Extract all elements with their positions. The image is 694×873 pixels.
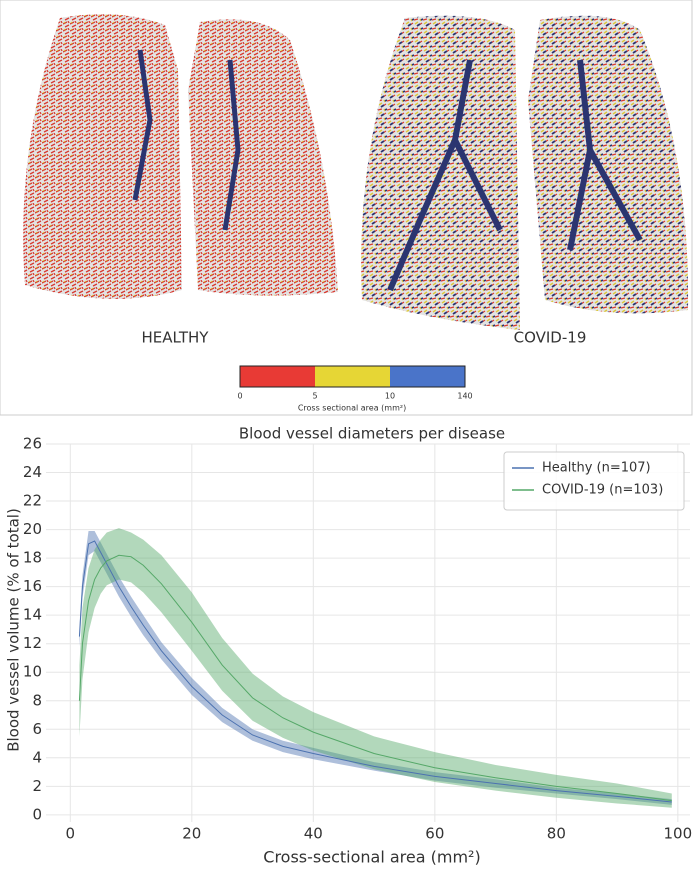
y-tick-label: 6 bbox=[32, 720, 42, 738]
colorbar-label: Cross sectional area (mm²) bbox=[298, 404, 406, 413]
group-label: HEALTHY bbox=[142, 329, 210, 347]
y-tick-label: 26 bbox=[23, 435, 42, 453]
vessel-tree bbox=[132, 49, 241, 231]
colorbar-segment bbox=[315, 366, 390, 387]
x-axis-label: Cross-sectional area (mm²) bbox=[263, 848, 480, 867]
group-label: COVID-19 bbox=[514, 329, 587, 347]
series-line bbox=[78, 540, 672, 803]
colorbar-tick-label: 0 bbox=[237, 392, 242, 401]
y-axis-label: Blood vessel volume (% of total) bbox=[5, 508, 23, 752]
y-tick-label: 12 bbox=[23, 634, 42, 652]
colorbar-tick-label: 5 bbox=[312, 392, 317, 401]
x-tick-label: 100 bbox=[664, 825, 693, 843]
y-tick-label: 0 bbox=[32, 805, 42, 823]
vessel-tree bbox=[387, 59, 643, 292]
confidence-band bbox=[79, 528, 672, 808]
colorbar-segment bbox=[240, 366, 315, 387]
legend-label: Healthy (n=107) bbox=[542, 461, 651, 476]
chart-title: Blood vessel diameters per disease bbox=[239, 425, 505, 443]
chart: Blood vessel diameters per disease Cross… bbox=[5, 425, 693, 867]
y-tick-label: 8 bbox=[32, 691, 42, 709]
y-tick-label: 24 bbox=[23, 463, 42, 481]
y-tick-label: 14 bbox=[23, 606, 42, 624]
vessel-tree bbox=[528, 15, 689, 314]
y-tick-label: 4 bbox=[32, 748, 42, 766]
colorbar: 0 5 10 140 bbox=[237, 365, 473, 401]
series-line bbox=[78, 554, 672, 802]
x-tick-label: 80 bbox=[547, 825, 566, 843]
y-tick-label: 10 bbox=[23, 663, 42, 681]
y-tick-label: 20 bbox=[23, 520, 42, 538]
x-tick-label: 20 bbox=[182, 825, 201, 843]
x-tick-label: 60 bbox=[425, 825, 444, 843]
legend-frame bbox=[503, 451, 685, 511]
x-tick-label: 40 bbox=[304, 825, 323, 843]
lung-renderings: HEALTHY COVID-19 0 5 10 140 Cross sectional… bbox=[0, 0, 693, 416]
y-tick-label: 18 bbox=[23, 549, 42, 567]
colorbar-frame bbox=[239, 365, 466, 388]
colorbar-segment bbox=[390, 366, 465, 387]
legend-label: COVID-19 (n=103) bbox=[542, 483, 663, 498]
colorbar-tick-label: 10 bbox=[385, 392, 395, 401]
legend: Healthy (n=107) COVID-19 (n=103) bbox=[503, 451, 685, 511]
x-tick-label: 0 bbox=[66, 825, 76, 843]
colorbar-tick-label: 140 bbox=[457, 392, 472, 401]
y-tick-label: 22 bbox=[23, 492, 42, 510]
vessel-tree bbox=[23, 14, 182, 299]
y-tick-label: 16 bbox=[23, 577, 42, 595]
y-tick-label: 2 bbox=[32, 777, 42, 795]
